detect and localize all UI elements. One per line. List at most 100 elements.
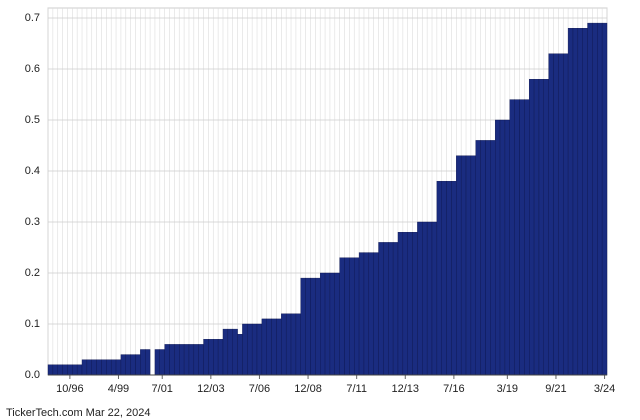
footer: TickerTech.com Mar 22, 2024 bbox=[6, 407, 150, 419]
y-tick-label: 0.3 bbox=[25, 216, 40, 228]
bar bbox=[169, 344, 175, 376]
bar bbox=[601, 22, 608, 376]
bar bbox=[47, 364, 54, 376]
bar bbox=[290, 313, 297, 376]
bar bbox=[324, 272, 331, 376]
bar bbox=[213, 339, 219, 376]
bar bbox=[140, 349, 146, 376]
bar bbox=[203, 339, 209, 376]
bar bbox=[397, 231, 404, 376]
bar bbox=[577, 28, 583, 376]
bar bbox=[446, 180, 452, 376]
bar bbox=[509, 99, 515, 376]
bar bbox=[198, 344, 204, 376]
bar bbox=[76, 364, 83, 376]
bar bbox=[247, 323, 253, 376]
bar bbox=[529, 78, 535, 376]
bar bbox=[373, 252, 379, 376]
bar bbox=[115, 359, 122, 376]
bar bbox=[101, 359, 107, 376]
bar bbox=[120, 354, 126, 376]
bar bbox=[261, 318, 267, 376]
bar bbox=[339, 257, 345, 376]
bar bbox=[470, 155, 476, 376]
bar bbox=[52, 364, 58, 376]
x-tick-label: 3/19 bbox=[497, 383, 518, 395]
bar bbox=[281, 313, 287, 376]
bar bbox=[417, 221, 423, 376]
y-tick-label: 0.2 bbox=[25, 267, 40, 279]
bar bbox=[402, 231, 408, 376]
bar bbox=[431, 221, 438, 376]
bar bbox=[572, 28, 579, 376]
bar bbox=[456, 155, 462, 376]
x-tick-label: 10/96 bbox=[56, 383, 84, 395]
bar bbox=[436, 180, 442, 376]
bar bbox=[582, 28, 588, 376]
bar bbox=[164, 344, 170, 376]
bar bbox=[475, 140, 481, 376]
bar bbox=[266, 318, 272, 376]
bar bbox=[110, 359, 117, 376]
bar bbox=[563, 53, 569, 376]
bar bbox=[460, 155, 467, 376]
bar bbox=[538, 78, 545, 376]
bar bbox=[285, 313, 292, 376]
x-tick-label: 7/16 bbox=[443, 383, 464, 395]
bar bbox=[451, 180, 457, 376]
bar bbox=[485, 140, 491, 376]
bar bbox=[62, 364, 68, 376]
bar bbox=[135, 354, 141, 376]
bar bbox=[592, 22, 598, 376]
bar bbox=[57, 364, 63, 376]
bar bbox=[145, 349, 151, 376]
bar bbox=[217, 339, 224, 376]
bar bbox=[237, 334, 243, 376]
bar bbox=[392, 242, 399, 376]
bar bbox=[553, 53, 559, 376]
bar bbox=[251, 323, 258, 376]
bar bbox=[378, 242, 384, 376]
bar bbox=[422, 221, 428, 376]
bar bbox=[514, 99, 520, 376]
x-tick-label: 9/21 bbox=[545, 383, 566, 395]
bar bbox=[188, 344, 195, 376]
bar bbox=[495, 119, 501, 376]
bar bbox=[320, 272, 326, 376]
bar bbox=[329, 272, 335, 376]
bar bbox=[315, 277, 321, 376]
bar bbox=[174, 344, 180, 376]
bar bbox=[130, 354, 136, 376]
y-tick-label: 0.7 bbox=[25, 12, 40, 24]
bar bbox=[67, 364, 73, 376]
y-tick-label: 0.6 bbox=[25, 63, 40, 75]
y-tick-label: 0.4 bbox=[25, 165, 40, 177]
bar bbox=[183, 344, 190, 376]
bar bbox=[159, 349, 165, 376]
bar bbox=[426, 221, 433, 376]
bar bbox=[480, 140, 486, 376]
bar bbox=[412, 231, 418, 376]
x-tick-label: 12/08 bbox=[294, 383, 322, 395]
x-tick-label: 7/11 bbox=[346, 383, 367, 395]
x-tick-label: 7/06 bbox=[249, 383, 270, 395]
bar bbox=[597, 22, 603, 376]
bar bbox=[208, 339, 214, 376]
y-tick-label: 0.5 bbox=[25, 114, 40, 126]
bar bbox=[271, 318, 277, 376]
bar bbox=[193, 344, 199, 376]
bar bbox=[358, 252, 365, 376]
bar bbox=[276, 318, 282, 376]
x-tick-label: 7/01 bbox=[152, 383, 173, 395]
bar bbox=[349, 257, 355, 376]
bar bbox=[587, 22, 593, 376]
bar bbox=[383, 242, 389, 376]
bar bbox=[256, 323, 263, 376]
bar bbox=[504, 119, 510, 376]
bar bbox=[368, 252, 374, 376]
bar bbox=[441, 180, 447, 376]
bar bbox=[295, 313, 301, 376]
x-tick-label: 12/13 bbox=[392, 383, 420, 395]
bar bbox=[567, 28, 574, 376]
